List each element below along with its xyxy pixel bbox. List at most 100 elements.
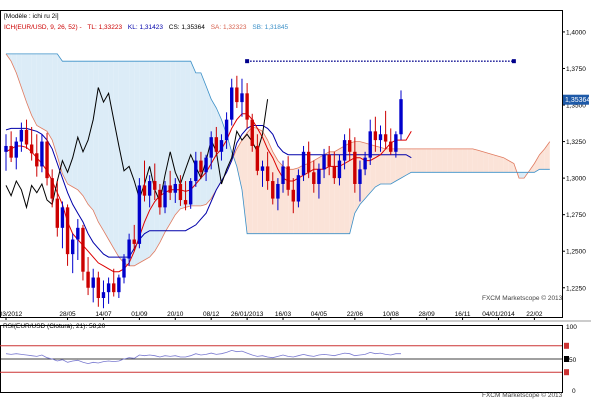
cloud-segment xyxy=(416,148,422,173)
cloud-segment xyxy=(426,148,432,173)
x-tick-label: 10/08 xyxy=(383,311,400,318)
x-tick-label: 22/02 xyxy=(526,311,543,318)
candle-body xyxy=(112,283,116,293)
marker-start-handle xyxy=(245,59,250,64)
candle-up xyxy=(337,154,342,186)
tenkan-sen-line xyxy=(5,113,412,273)
cloud-segment xyxy=(123,61,130,266)
candle-body xyxy=(188,181,193,205)
candle-down xyxy=(245,83,249,129)
candle-body xyxy=(296,175,301,202)
candle-body xyxy=(142,185,147,196)
candle-down xyxy=(142,160,147,202)
candle-body xyxy=(230,87,234,120)
candle-body xyxy=(235,87,239,103)
candle-body xyxy=(219,140,224,152)
chikou-span-line xyxy=(5,87,269,210)
senkou-spans xyxy=(5,53,551,267)
candle-down xyxy=(332,151,337,184)
watermark-rsi: FXCM Marketscope © 2013 xyxy=(482,391,563,399)
candle-body xyxy=(132,239,136,244)
candle-down xyxy=(9,131,13,163)
candle-down xyxy=(158,183,162,215)
price-badge-bg xyxy=(563,94,589,105)
model-label: [Modèle : ichi ru 2i] xyxy=(4,13,59,20)
cloud-segment xyxy=(195,72,201,206)
candle-up xyxy=(342,134,347,170)
candle-body xyxy=(29,144,34,154)
candle-body xyxy=(96,277,101,298)
candle-up xyxy=(204,154,208,182)
candle-up xyxy=(301,145,306,182)
indicator-legend: ICH(EUR/USD, 9, 26, 52) - TL: 1,33223 KL… xyxy=(4,24,288,31)
candle-up xyxy=(137,178,142,249)
candle-body xyxy=(117,277,121,293)
watermark-main: FXCM Marketscope © 2013 xyxy=(482,294,563,302)
candle-down xyxy=(50,169,54,208)
cloud-segment xyxy=(503,157,509,173)
cloud-segment xyxy=(544,141,550,170)
candle-down xyxy=(312,160,316,193)
cloud-segment xyxy=(462,148,468,173)
cloud-segment xyxy=(149,61,155,258)
y-tick-label: 1,2750 xyxy=(566,212,586,219)
candle-body xyxy=(373,131,378,141)
candle-body xyxy=(358,169,362,184)
legend-cs: CS: 1,35364 xyxy=(169,24,206,31)
cloud-segment xyxy=(57,53,63,174)
candle-up xyxy=(14,137,18,170)
candle-down xyxy=(348,128,352,161)
candle-down xyxy=(24,119,29,149)
candle-body xyxy=(368,131,372,158)
cloud-segment xyxy=(436,148,443,173)
candle-down xyxy=(265,151,270,190)
candlesticks xyxy=(4,75,403,309)
candle-down xyxy=(255,134,260,176)
candle-up xyxy=(117,274,121,298)
cloud-segment xyxy=(67,61,73,187)
kumo-cloud xyxy=(6,53,550,266)
candle-body xyxy=(81,227,85,272)
candle-up xyxy=(147,175,152,208)
candle-down xyxy=(199,151,203,179)
marker-end-handle xyxy=(511,59,516,64)
candle-body xyxy=(271,181,275,199)
cloud-segment xyxy=(185,61,191,208)
candle-down xyxy=(65,204,70,266)
cloud-segment xyxy=(216,107,222,190)
legend-kl: KL: 1,31423 xyxy=(128,24,163,31)
cloud-segment xyxy=(519,172,525,179)
cloud-segment xyxy=(431,148,437,173)
price-axis: 1,4000 1,3750 1,3500 1,3250 1,3000 1,2750 1,25… xyxy=(562,29,586,292)
x-tick-label: 08/12 xyxy=(203,311,220,318)
cloud-segment xyxy=(375,145,381,187)
candle-up xyxy=(358,160,362,202)
cloud-segment xyxy=(16,53,22,88)
cloud-segment xyxy=(534,154,540,173)
y-tick-label: 1,4000 xyxy=(566,29,586,36)
cloud-segment xyxy=(170,61,176,224)
cloud-segment xyxy=(488,153,494,173)
candle-body xyxy=(147,181,152,196)
cloud-segment xyxy=(206,86,212,205)
candle-up xyxy=(317,163,321,199)
candle-body xyxy=(9,145,13,158)
cloud-segment xyxy=(108,61,114,249)
candle-body xyxy=(101,292,106,298)
candle-body xyxy=(389,141,393,152)
candle-down xyxy=(271,172,275,205)
candle-up xyxy=(240,78,244,117)
candle-body xyxy=(19,129,24,142)
cloud-segment xyxy=(72,61,78,190)
rsi-tick-100: 100 xyxy=(566,324,577,331)
cloud-segment xyxy=(118,61,124,263)
y-tick-label: 1,3750 xyxy=(566,66,586,73)
rsi-mid-marker xyxy=(564,356,569,362)
candle-up xyxy=(60,201,65,249)
candle-body xyxy=(214,137,219,152)
cloud-segment xyxy=(508,160,514,173)
cloud-segment xyxy=(498,156,504,173)
y-tick-label: 1,2500 xyxy=(566,249,586,256)
candle-up xyxy=(260,160,265,187)
